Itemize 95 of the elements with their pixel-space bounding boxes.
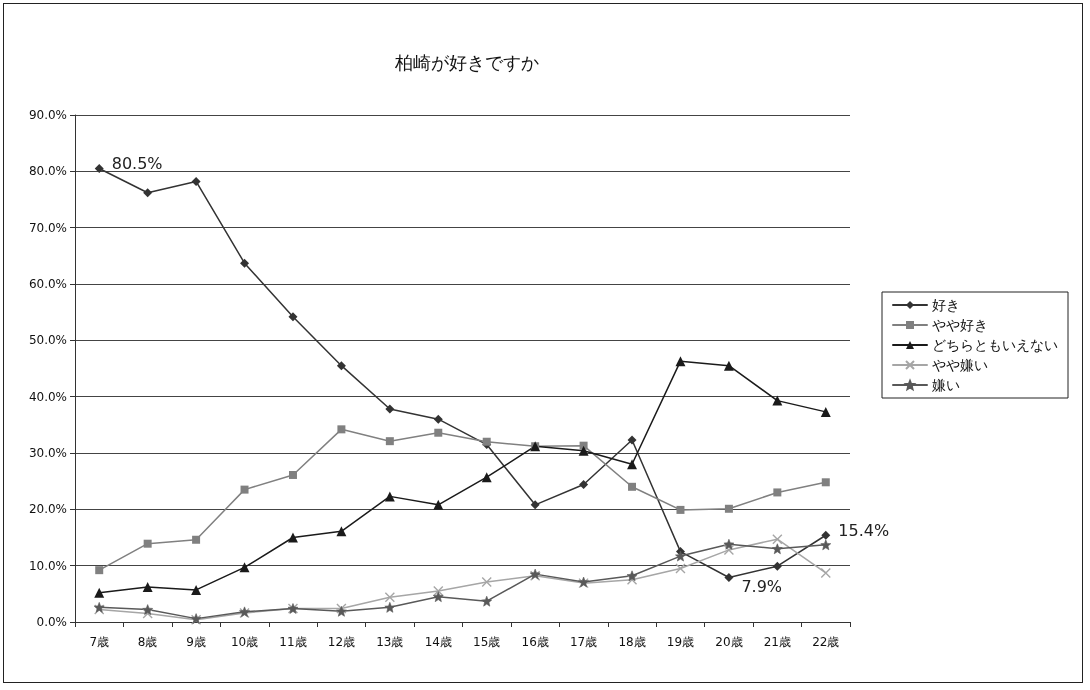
data-label: 80.5% [111, 154, 163, 174]
x-tick-label: 10歳 [230, 635, 259, 649]
data-label: 7.9% [741, 577, 783, 596]
point [384, 602, 396, 613]
x-tick-label: 15歳 [473, 635, 501, 649]
legend-label: やや嫌い [932, 357, 988, 373]
point [143, 539, 152, 548]
point [239, 562, 250, 573]
point [820, 406, 831, 417]
y-tick-label: 30.0% [28, 446, 67, 460]
point [772, 395, 783, 406]
point [724, 504, 733, 513]
point [724, 573, 734, 582]
y-tick-label: 70.0% [28, 220, 67, 235]
point [723, 544, 735, 556]
point [821, 478, 830, 487]
point [628, 482, 637, 491]
point [385, 437, 394, 446]
point [772, 533, 783, 545]
x-tick-label: 9歳 [186, 635, 206, 649]
point [627, 459, 638, 470]
point [820, 539, 832, 551]
chart-title: 柏崎が好きですか [394, 51, 539, 73]
point [579, 480, 589, 490]
y-tick-label: 90.0% [28, 108, 67, 122]
point [433, 585, 444, 597]
legend-label: どちらともいえない [932, 337, 1058, 353]
point [675, 356, 686, 367]
x-tick-label: 19歳 [666, 635, 695, 649]
legend-label: やや好き [932, 317, 988, 333]
point [384, 491, 395, 502]
x-tick-label: 11歳 [279, 635, 307, 649]
point [481, 595, 493, 607]
point [482, 437, 491, 446]
point [578, 445, 589, 456]
point [626, 570, 638, 582]
point [627, 435, 637, 445]
point [675, 550, 686, 562]
point [723, 538, 735, 550]
y-tick-label: 80.0% [28, 164, 67, 179]
x-tick-label: 14歳 [424, 635, 452, 649]
x-tick-label: 7歳 [89, 635, 110, 649]
point [384, 592, 396, 603]
legend-label: 嫌い [932, 377, 960, 393]
x-tick-label: 16歳 [521, 635, 549, 649]
point [723, 360, 734, 371]
point [481, 472, 492, 483]
x-tick-label: 18歳 [618, 635, 646, 649]
y-tick-label: 40.0% [28, 389, 67, 404]
point [481, 576, 492, 588]
y-tick-label: 50.0% [28, 333, 67, 348]
point [434, 428, 443, 437]
point [191, 584, 202, 595]
point [142, 604, 153, 615]
y-tick-label: 0.0% [36, 615, 67, 629]
point [337, 425, 346, 434]
point [240, 485, 249, 494]
point [94, 164, 104, 174]
y-tick-label: 20.0% [28, 502, 67, 517]
point [432, 591, 444, 602]
y-tick-label: 60.0% [28, 277, 67, 291]
data-label: 15.4% [838, 520, 890, 540]
x-tick-label: 22歳 [812, 635, 840, 649]
point [773, 488, 782, 497]
point [287, 532, 298, 543]
y-tick-label: 10.0% [28, 558, 67, 573]
point [336, 526, 347, 537]
point [288, 312, 298, 322]
x-tick-label: 17歳 [569, 635, 598, 649]
x-tick-label: 13歳 [376, 635, 404, 649]
point [676, 505, 685, 514]
point [530, 500, 540, 510]
point [336, 361, 346, 371]
x-tick-label: 12歳 [327, 635, 356, 649]
point [95, 566, 104, 575]
x-tick-label: 21歳 [763, 635, 791, 649]
point [772, 543, 783, 555]
point [240, 258, 250, 268]
point [191, 176, 201, 186]
point [288, 470, 297, 479]
point [821, 530, 831, 540]
point [192, 535, 201, 544]
point [143, 188, 153, 198]
point [385, 404, 395, 414]
point [142, 582, 153, 593]
point [142, 608, 153, 619]
legend-label: 好き [932, 297, 960, 313]
point [675, 563, 686, 574]
x-tick-label: 20歳 [715, 635, 743, 649]
point [433, 414, 443, 424]
x-tick-label: 8歳 [137, 635, 158, 649]
point [772, 561, 782, 571]
point [820, 567, 831, 579]
point [433, 499, 444, 510]
point [94, 587, 105, 598]
